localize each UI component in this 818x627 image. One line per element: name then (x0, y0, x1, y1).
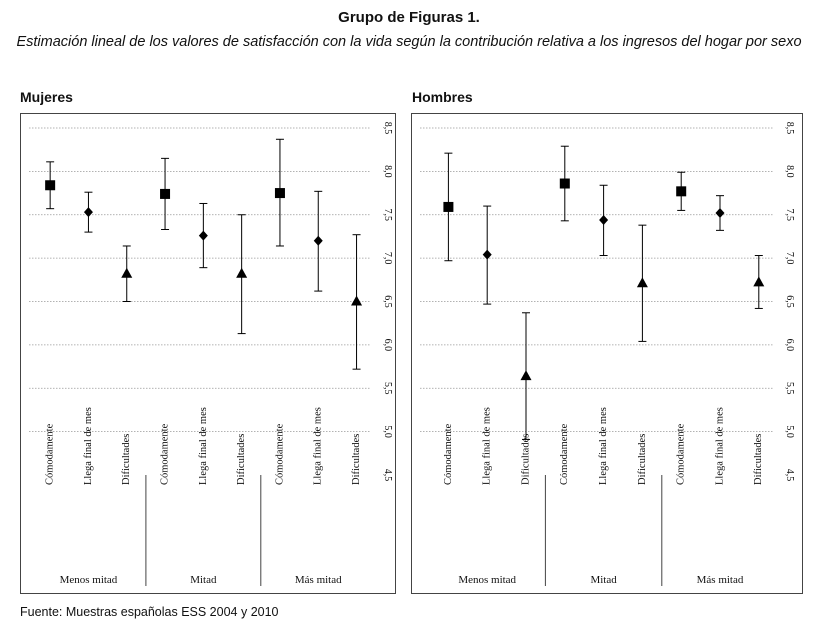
point-menos-mitad-dificultades (121, 267, 133, 278)
point-mitad-llega-final-de-mes (198, 230, 208, 241)
y-tick-label: 7,0 (784, 252, 795, 265)
category-label-dificultades: Dificultades (637, 434, 648, 485)
category-label-llega-final-de-mes: Llega final de mes (714, 407, 725, 485)
y-tick-label: 7,0 (382, 252, 393, 265)
y-tick-label: 7,5 (784, 209, 795, 222)
y-tick-label: 8,0 (784, 165, 795, 178)
group-label-mitad: Mitad (590, 574, 617, 586)
y-tick-label: 5,0 (784, 425, 795, 438)
point-mitad-dificultades (636, 277, 648, 288)
y-tick-label: 5,5 (784, 382, 795, 395)
category-label-comodamente: Cómodamente (676, 423, 687, 485)
group-label-menos-mitad: Menos mitad (458, 574, 516, 586)
category-label-comodamente: Cómodamente (274, 423, 285, 485)
y-tick-label: 8,5 (784, 122, 795, 135)
category-label-dificultades: Dificultades (753, 434, 764, 485)
point-mitad-dificultades (236, 267, 248, 278)
point-mitad-comodamente (559, 178, 570, 189)
y-tick-label: 8,0 (382, 165, 393, 178)
category-label-comodamente: Cómodamente (559, 423, 570, 485)
y-tick-label: 6,5 (784, 295, 795, 308)
category-label-comodamente: Cómodamente (443, 423, 454, 485)
category-label-dificultades: Dificultades (520, 434, 531, 485)
y-tick-label: 6,5 (382, 295, 393, 308)
category-label-llega-final-de-mes: Llega final de mes (83, 407, 94, 485)
chart-mujeres: 4,5 5,0 5,5 6,0 6,5 7,0 7,5 8,0 8,5 Menos mitad Có… (20, 113, 396, 594)
point-mitad-llega-final-de-mes (599, 214, 609, 225)
point-menos-mitad-comodamente (45, 180, 56, 191)
y-tick-label: 5,0 (382, 425, 393, 438)
source-note: Fuente: Muestras españolas ESS 2004 y 20… (20, 605, 279, 619)
category-label-dificultades: Dificultades (351, 434, 362, 485)
point-mas-mitad-llega-final-de-mes (715, 208, 725, 219)
category-label-dificultades: Dificultades (236, 434, 247, 485)
point-menos-mitad-dificultades (520, 370, 532, 381)
y-tick-label: 5,5 (382, 382, 393, 395)
group-label-mas-mitad: Más mitad (697, 574, 744, 586)
y-tick-label: 6,0 (382, 339, 393, 352)
point-mas-mitad-dificultades (753, 276, 765, 287)
point-mas-mitad-llega-final-de-mes (313, 235, 323, 246)
panel-frame (20, 113, 396, 594)
y-tick-label: 8,5 (382, 122, 393, 135)
point-menos-mitad-llega-final-de-mes (83, 207, 93, 218)
category-label-comodamente: Cómodamente (159, 423, 170, 485)
panel-frame (411, 113, 803, 594)
point-mas-mitad-dificultades (351, 295, 363, 306)
group-label-mas-mitad: Más mitad (295, 574, 342, 586)
category-label-dificultades: Dificultades (121, 434, 132, 485)
chart-hombres: 4,5 5,0 5,5 6,0 6,5 7,0 7,5 8,0 8,5 Menos mitad Có… (411, 113, 803, 594)
y-tick-label: 4,5 (382, 469, 393, 482)
y-tick-label: 4,5 (784, 469, 795, 482)
figure-title: Grupo de Figuras 1. (338, 9, 480, 26)
point-menos-mitad-comodamente (443, 201, 454, 212)
category-label-comodamente: Cómodamente (45, 423, 56, 485)
point-menos-mitad-llega-final-de-mes (482, 249, 492, 260)
y-tick-label: 6,0 (784, 339, 795, 352)
point-mitad-comodamente (160, 188, 171, 199)
group-label-menos-mitad: Menos mitad (60, 574, 118, 586)
category-label-llega-final-de-mes: Llega final de mes (198, 407, 209, 485)
figure-subtitle: Estimación lineal de los valores de sati… (16, 34, 802, 50)
point-mas-mitad-comodamente (676, 186, 687, 197)
category-label-llega-final-de-mes: Llega final de mes (598, 407, 609, 485)
category-label-llega-final-de-mes: Llega final de mes (482, 407, 493, 485)
y-tick-label: 7,5 (382, 209, 393, 222)
panel-label-mujeres: Mujeres (20, 89, 73, 105)
group-label-mitad: Mitad (190, 574, 217, 586)
point-mas-mitad-comodamente (274, 188, 285, 199)
category-label-llega-final-de-mes: Llega final de mes (313, 407, 324, 485)
panel-label-hombres: Hombres (412, 89, 473, 105)
